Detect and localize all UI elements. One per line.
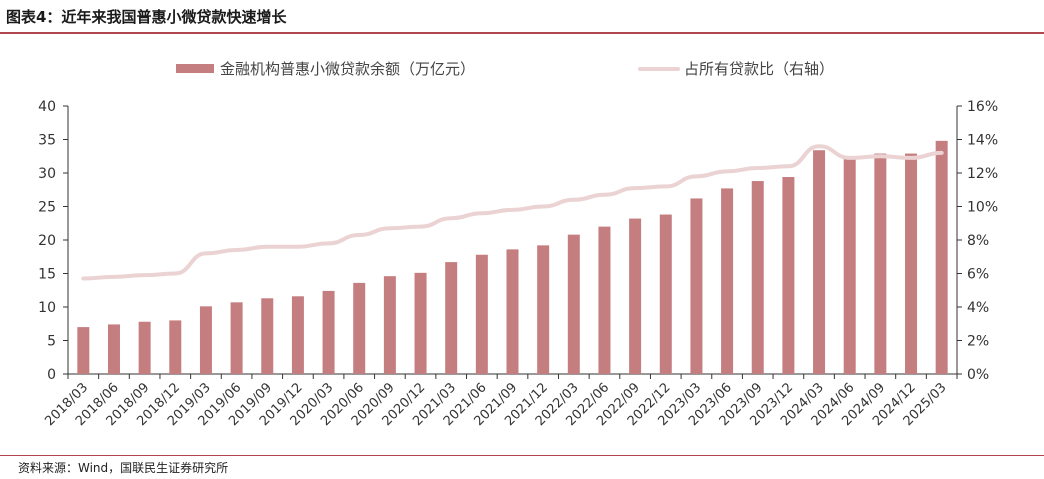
- source-note: 资料来源：Wind，国联民生证券研究所: [18, 461, 229, 475]
- bar: [629, 218, 642, 374]
- bar: [291, 296, 304, 374]
- left-tick-label: 40: [38, 99, 56, 115]
- chart-title: 图表4：近年来我国普惠小微贷款快速增长: [6, 8, 287, 26]
- right-tick-label: 16%: [967, 99, 998, 115]
- bar: [261, 298, 274, 374]
- bar: [905, 153, 918, 374]
- top-rule: [0, 32, 1044, 34]
- bar: [506, 249, 519, 374]
- legend-bar-label: 金融机构普惠小微贷款余额（万亿元）: [220, 60, 475, 78]
- right-tick-label: 8%: [967, 233, 989, 249]
- bar: [843, 156, 856, 374]
- right-tick-label: 0%: [967, 367, 989, 383]
- left-tick-label: 30: [38, 166, 56, 182]
- bar: [77, 327, 90, 374]
- bar: [383, 276, 396, 374]
- bar: [414, 272, 427, 374]
- right-tick-label: 2%: [967, 334, 989, 350]
- bar: [353, 282, 366, 374]
- bar: [230, 302, 243, 374]
- bar: [721, 188, 734, 374]
- bar: [138, 321, 151, 374]
- legend-line-label: 占所有贷款比（右轴）: [684, 60, 834, 78]
- left-tick-label: 0: [47, 367, 56, 383]
- left-tick-label: 15: [38, 267, 56, 283]
- right-tick-label: 10%: [967, 200, 998, 216]
- legend-bar-swatch: [176, 64, 214, 73]
- bar: [782, 177, 795, 374]
- bottom-rule: [0, 455, 1044, 456]
- bar: [445, 262, 458, 374]
- bar: [813, 150, 826, 374]
- bar: [935, 140, 948, 374]
- left-tick-label: 35: [38, 133, 56, 149]
- bar: [537, 245, 550, 374]
- right-tick-label: 6%: [967, 267, 989, 283]
- left-tick-label: 10: [38, 300, 56, 316]
- left-tick-label: 20: [38, 233, 56, 249]
- right-tick-label: 14%: [967, 133, 998, 149]
- bar: [169, 320, 182, 374]
- bar: [475, 254, 488, 374]
- bar: [322, 290, 335, 374]
- left-tick-label: 25: [38, 200, 56, 216]
- left-tick-label: 5: [47, 334, 56, 350]
- right-tick-label: 4%: [967, 300, 989, 316]
- bar: [659, 214, 672, 374]
- bar: [567, 234, 580, 374]
- right-tick-label: 12%: [967, 166, 998, 182]
- bar: [874, 153, 887, 374]
- chart-area: 05101520253035400%2%4%6%8%10%12%14%16%20…: [38, 60, 998, 429]
- share-line: [81, 144, 944, 281]
- bar: [690, 198, 703, 374]
- bar: [751, 181, 764, 374]
- bar: [199, 306, 212, 374]
- bar: [107, 324, 120, 374]
- bar: [598, 226, 611, 374]
